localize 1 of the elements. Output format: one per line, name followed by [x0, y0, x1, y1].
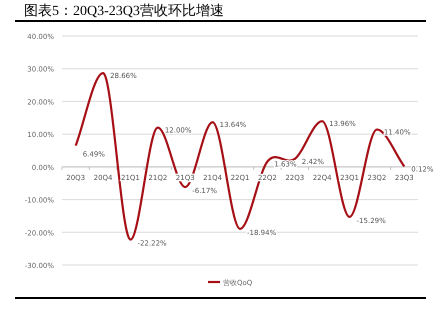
chart-title: 图表5：20Q3-23Q3营收环比增速 — [24, 3, 224, 19]
